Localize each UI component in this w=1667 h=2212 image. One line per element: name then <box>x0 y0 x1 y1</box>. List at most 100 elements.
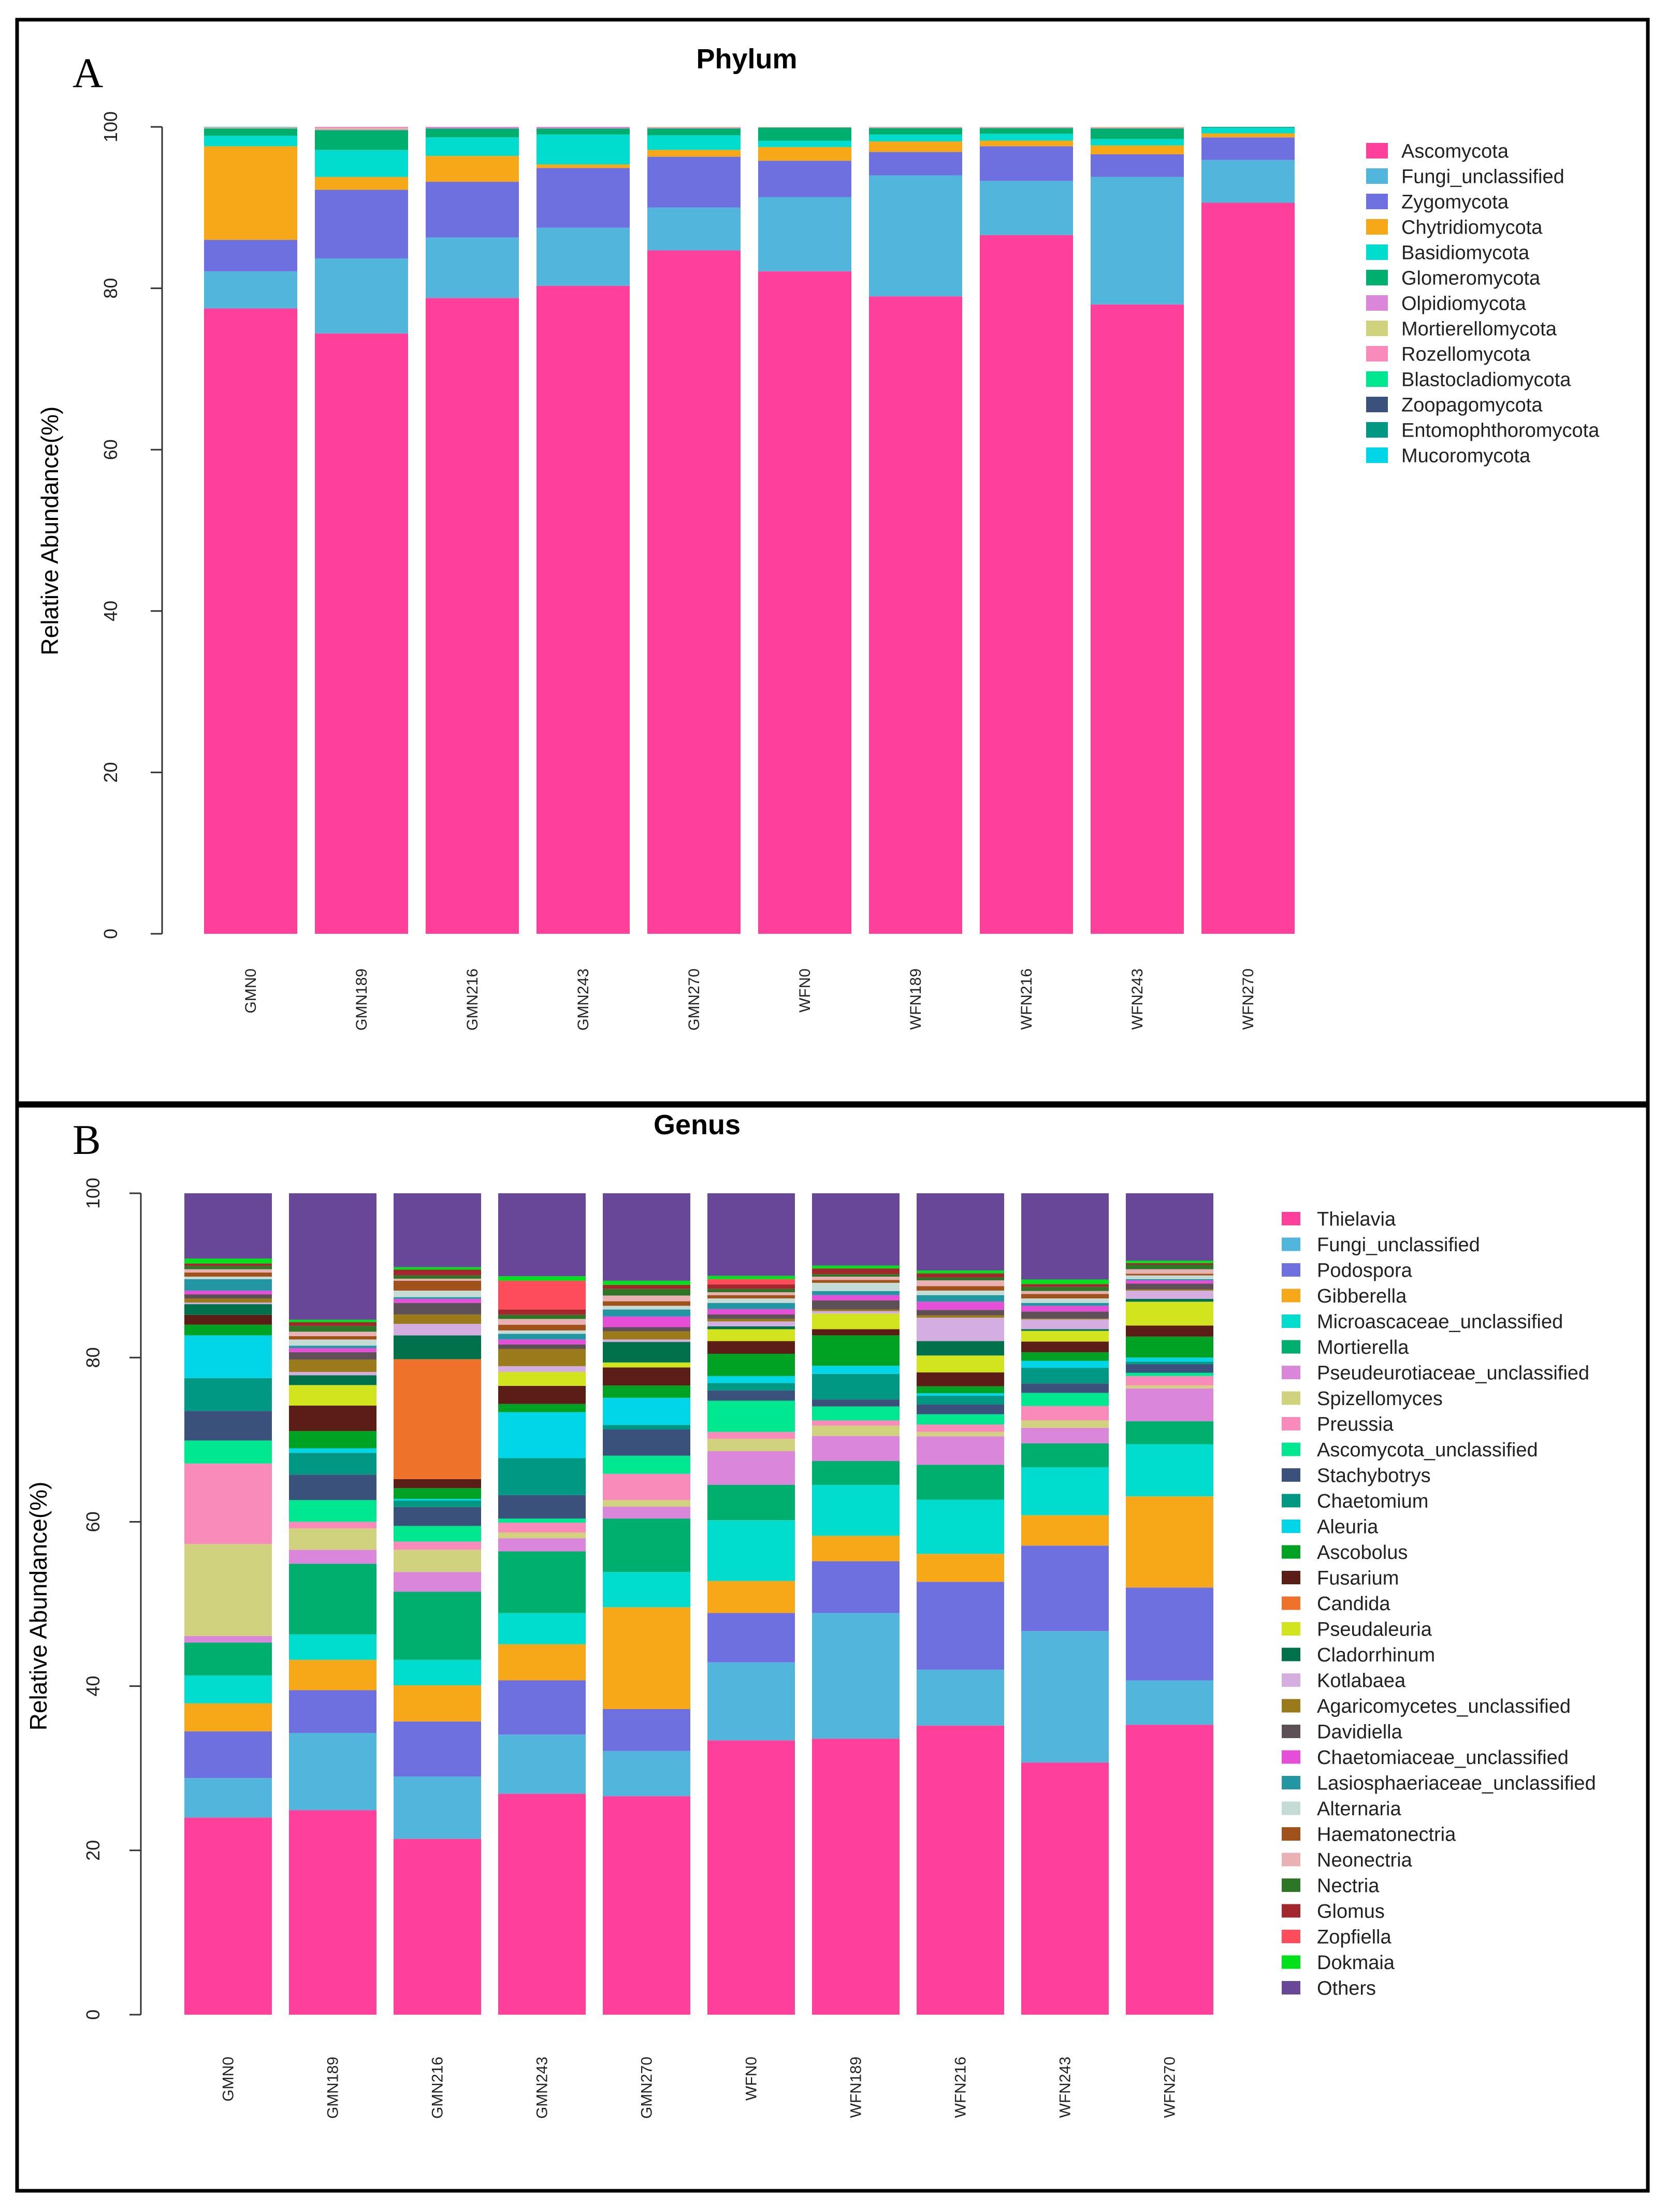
legend-label: Blastocladiomycota <box>1401 369 1571 391</box>
bar-segment-fusarium <box>917 1372 1004 1386</box>
bar-segment-mortierellomycota <box>315 128 408 129</box>
bar-segment-microascaceae-unclassified <box>184 1675 272 1703</box>
bar-segment-pseudeurotiaceae-unclassified <box>917 1436 1004 1465</box>
bar-segment-ascobolus <box>1021 1352 1109 1361</box>
bar-segment-spizellomyces <box>917 1432 1004 1437</box>
bar-segment-mortierella <box>812 1461 900 1485</box>
legend-item: Olpidiomycota <box>1366 293 1527 315</box>
bar-segment-chaetomiaceae-unclassified <box>498 1339 586 1344</box>
bar-segment-fusarium <box>184 1314 272 1325</box>
bar-segment-zygomycota <box>204 240 297 271</box>
bar-segment-fungi-unclassified <box>603 1751 690 1797</box>
x-tick-label: WFN243 <box>1057 2057 1074 2118</box>
legend-swatch <box>1366 371 1388 387</box>
bar-segment-aleuria <box>603 1397 690 1425</box>
bar-segment-alternaria <box>184 1276 272 1279</box>
bar-segment-davidiella <box>603 1327 690 1332</box>
x-tick-label: WFN216 <box>952 2057 969 2118</box>
x-tick-label: WFN189 <box>907 968 924 1030</box>
bar-segment-ascobolus <box>707 1354 795 1376</box>
legend-swatch <box>1282 1545 1300 1559</box>
bar-segment-fungi-unclassified <box>184 1778 272 1818</box>
legend-label: Rozellomycota <box>1401 344 1531 366</box>
bar-segment-alternaria <box>1126 1275 1213 1279</box>
legend-label: Glomeromycota <box>1401 268 1541 290</box>
bar-segment-haematonectria <box>1021 1294 1109 1299</box>
legend-label: Stachybotrys <box>1317 1465 1431 1487</box>
bar-segment-pseudaleuria <box>707 1329 795 1341</box>
bar-segment-alternaria <box>917 1290 1004 1295</box>
bar-segment-chytridiomycota <box>869 141 962 152</box>
bar-segment-glomeromycota <box>980 128 1073 134</box>
bar-segment-pseudeurotiaceae-unclassified <box>707 1451 795 1485</box>
bar-segment-lasiosphaeriaceae-unclassified <box>917 1295 1004 1302</box>
legend-swatch <box>1282 1494 1300 1508</box>
bar-segment-kotlabaea <box>184 1302 272 1305</box>
bar-segment-chaetomiaceae-unclassified <box>917 1302 1004 1310</box>
bar-segment-chaetomiaceae-unclassified <box>1021 1306 1109 1312</box>
legend-item: Ascobolus <box>1282 1542 1408 1564</box>
bar-segment-others <box>394 1193 481 1267</box>
bar-segment-kotlabaea <box>1126 1290 1213 1299</box>
legend-label: Glomus <box>1317 1901 1385 1922</box>
bar-segment-ascomycota-unclassified <box>1021 1393 1109 1406</box>
legend-item: Mortierella <box>1282 1337 1409 1358</box>
bar-segment-stachybotrys <box>707 1390 795 1401</box>
legend-label: Mucoromycota <box>1401 445 1531 467</box>
bar-segment-mortierella <box>707 1485 795 1521</box>
bar-segment-stachybotrys <box>1021 1383 1109 1393</box>
bar-segment-preussia <box>394 1541 481 1550</box>
bar-segment-fungi-unclassified <box>917 1669 1004 1726</box>
legend-item: Fusarium <box>1282 1568 1399 1589</box>
bar-segment-ascobolus <box>1126 1336 1213 1358</box>
bar-segment-chaetomium <box>812 1374 900 1400</box>
bar-segment-davidiella <box>184 1294 272 1299</box>
bar-segment-ascomycota-unclassified <box>707 1400 795 1432</box>
legend-item: Pseudeurotiaceae_unclassified <box>1282 1363 1589 1384</box>
x-tick-label: GMN189 <box>353 968 370 1031</box>
bar-segment-basidiomycota <box>1201 127 1295 134</box>
bar-segment-thielavia <box>812 1739 900 2015</box>
bar-segment-podospora <box>603 1709 690 1751</box>
legend-item: Fungi_unclassified <box>1366 166 1564 188</box>
bar-segment-cladorrhinum <box>1021 1329 1109 1331</box>
legend-item: Chytridiomycota <box>1366 217 1543 239</box>
bar-segment-others <box>1126 1193 1213 1261</box>
bar-segment-basidiomycota <box>426 137 519 156</box>
legend-swatch <box>1282 1571 1300 1584</box>
bar-segment-chaetomium <box>917 1395 1004 1405</box>
bar-segment-glomus <box>1126 1263 1213 1265</box>
legend-item: Agaricomycetes_unclassified <box>1282 1696 1571 1717</box>
legend-item: Mucoromycota <box>1366 445 1531 467</box>
bar-segment-nectria <box>1021 1286 1109 1291</box>
legend-label: Ascomycota_unclassified <box>1317 1439 1538 1461</box>
bar-segment-microascaceae-unclassified <box>707 1520 795 1581</box>
panel-b-frame <box>15 1104 1650 2193</box>
bar-segment-lasiosphaeriaceae-unclassified <box>812 1291 900 1295</box>
legend-item: Neonectria <box>1282 1849 1413 1871</box>
legend-swatch <box>1282 1417 1300 1430</box>
bar-segment-pseudaleuria <box>812 1313 900 1329</box>
bar-segment-pseudeurotiaceae-unclassified <box>184 1636 272 1643</box>
bar-segment-preussia <box>917 1424 1004 1432</box>
legend-label: Zoopagomycota <box>1401 395 1543 416</box>
bar-segment-fungi-unclassified <box>869 175 962 297</box>
bar-segment-glomeromycota <box>647 128 741 136</box>
bar-segment-ascomycota-unclassified <box>603 1455 690 1474</box>
legend-item: Davidiella <box>1282 1722 1403 1743</box>
x-tick-label: GMN270 <box>686 968 703 1031</box>
bar-segment-davidiella <box>1126 1283 1213 1290</box>
legend-swatch <box>1366 346 1388 362</box>
bar-segment-basidiomycota <box>647 135 741 150</box>
bar-segment-basidiomycota <box>758 140 851 147</box>
legend-item: Rozellomycota <box>1366 344 1531 366</box>
bar-segment-lasiosphaeriaceae-unclassified <box>184 1279 272 1291</box>
bar-segment-fungi-unclassified <box>315 258 408 334</box>
bar-segment-stachybotrys <box>289 1474 376 1500</box>
bar-segment-olpidiomycota <box>315 129 408 131</box>
bar-segment-chytridiomycota <box>980 140 1073 147</box>
legend-swatch <box>1366 447 1388 463</box>
bar-segment-haematonectria <box>394 1280 481 1291</box>
bar-segment-chaetomiaceae-unclassified <box>1126 1280 1213 1284</box>
bar-segment-aleuria <box>917 1393 1004 1396</box>
